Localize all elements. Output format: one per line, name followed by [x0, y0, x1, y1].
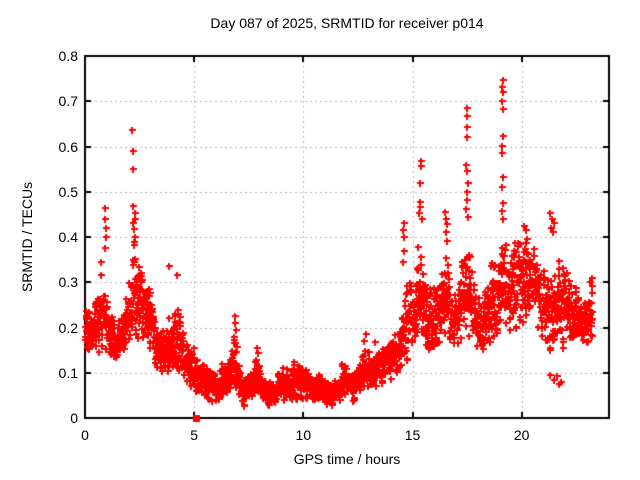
x-tick-label: 15: [404, 427, 421, 443]
x-axis-label: GPS time / hours: [293, 451, 401, 467]
x-tick-label: 20: [513, 427, 530, 443]
x-tick-label: 0: [81, 427, 89, 443]
x-tick-label: 5: [190, 427, 199, 443]
y-tick-label: 0.7: [58, 93, 78, 110]
y-tick-label: 0.4: [58, 229, 78, 245]
y-tick-label: 0: [70, 410, 78, 426]
y-tick-label: 0.3: [58, 274, 78, 291]
y-tick-label: 0.5: [58, 183, 78, 200]
y-tick-label: 0.8: [58, 48, 78, 64]
x-tick-label: 10: [295, 427, 312, 443]
y-tick-label: 0.1: [58, 364, 78, 381]
y-tick-label: 0.6: [58, 138, 78, 155]
y-tick-label: 0.2: [58, 319, 78, 336]
